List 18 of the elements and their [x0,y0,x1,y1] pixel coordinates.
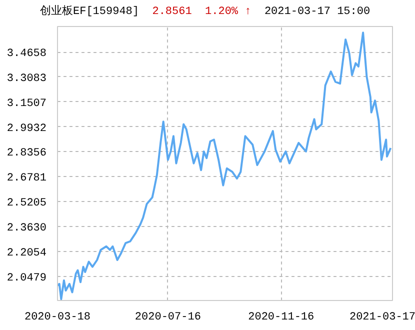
y-tick-label: 3.4658 [6,48,47,60]
y-tick-label: 3.1507 [6,98,47,110]
text: 1.20% ↑ [205,6,252,18]
text: 2.8561 [152,6,192,18]
x-tick-label: 2021-03-17 [349,312,415,324]
y-tick-label: 2.0479 [6,272,47,284]
x-tick-label: 2020-11-16 [248,312,314,324]
chart-title: 创业板EF[159948] [40,6,140,18]
x-tick-label: 2020-07-16 [134,312,201,324]
y-tick-label: 2.3630 [6,222,47,234]
x-tick-label: 2020-03-18 [24,312,91,324]
y-tick-label: 2.5205 [6,198,47,210]
y-tick-label: 2.9932 [6,122,47,135]
y-tick-label: 3.3083 [6,72,47,85]
y-tick-label: 2.6781 [6,172,47,185]
y-tick-label: 2.8356 [6,148,47,160]
text: 2021-03-17 15:00 [264,6,370,18]
y-tick-label: 2.2054 [6,247,47,260]
